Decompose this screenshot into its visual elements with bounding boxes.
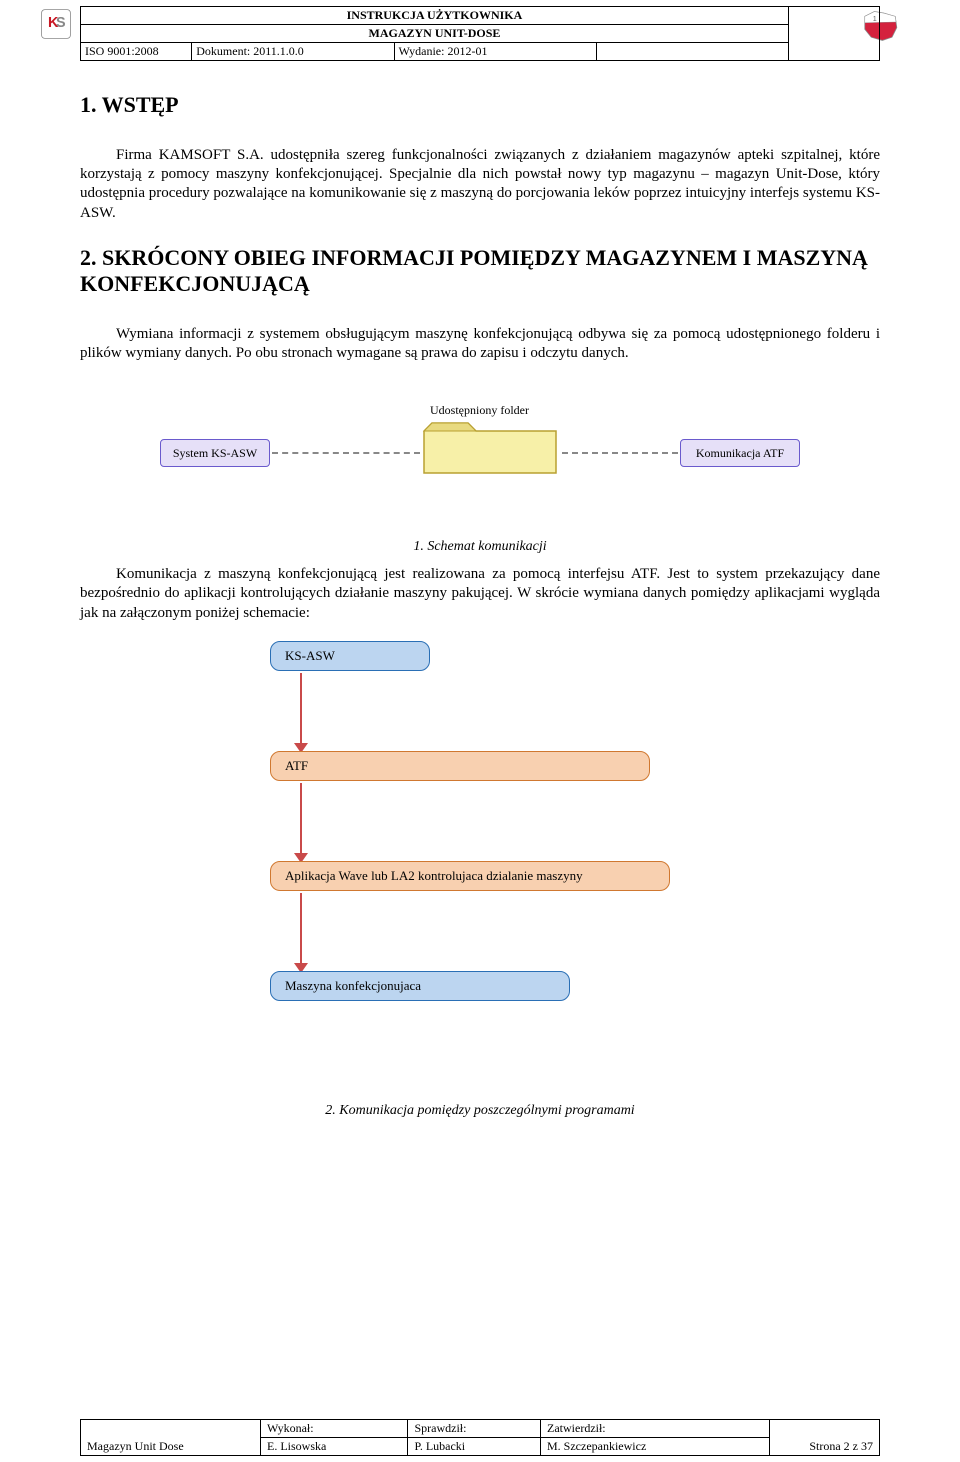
section-1-heading: 1. WSTĘP: [80, 92, 880, 118]
footer-approved-value: M. Szczepankiewicz: [541, 1438, 770, 1456]
footer-doc-name: Magazyn Unit Dose: [81, 1420, 261, 1456]
diagram-2-caption: 2. Komunikacja pomiędzy poszczególnymi p…: [80, 1103, 880, 1119]
diagram-connector-2: [562, 452, 678, 454]
document-footer: Magazyn Unit Dose Wykonał: Sprawdził: Za…: [80, 1419, 880, 1456]
footer-author-label: Wykonał:: [261, 1420, 408, 1438]
header-title-2: MAGAZYN UNIT-DOSE: [81, 25, 789, 43]
header-doc: Dokument: 2011.1.0.0: [192, 43, 394, 61]
diagram-1-caption: 1. Schemat komunikacji: [80, 539, 880, 555]
diagram2-arrow-3: [300, 893, 302, 969]
footer-author-value: E. Lisowska: [261, 1438, 408, 1456]
footer-checked-value: P. Lubacki: [408, 1438, 541, 1456]
program-communication-diagram: KS-ASW ATF Aplikacja Wave lub LA2 kontro…: [240, 641, 720, 1081]
diagram2-node-atf: ATF: [270, 751, 650, 781]
section-1-paragraph: Firma KAMSOFT S.A. udostępniła szereg fu…: [80, 146, 880, 223]
folder-icon: [420, 419, 560, 477]
section-2-paragraph-2: Komunikacja z maszyną konfekcjonującą je…: [80, 565, 880, 623]
diagram2-node-machine: Maszyna konfekcjonujaca: [270, 971, 570, 1001]
section-2-paragraph-1: Wymiana informacji z systemem obsługując…: [80, 325, 880, 363]
header-iso: ISO 9001:2008: [81, 43, 192, 61]
ks-logo-icon: K S: [40, 8, 72, 40]
diagram2-arrow-1: [300, 673, 302, 749]
diagram-node-atf: Komunikacja ATF: [680, 439, 800, 467]
footer-page-number: Strona 2 z 37: [770, 1420, 880, 1456]
svg-text:S: S: [56, 15, 66, 31]
footer-approved-label: Zatwierdził:: [541, 1420, 770, 1438]
diagram-node-folder-label: Udostępniony folder: [430, 403, 529, 418]
diagram-connector-1: [272, 452, 420, 454]
footer-checked-label: Sprawdził:: [408, 1420, 541, 1438]
diagram2-node-ksasw: KS-ASW: [270, 641, 430, 671]
page-content: 1. WSTĘP Firma KAMSOFT S.A. udostępniła …: [80, 70, 880, 1119]
diagram-node-system: System KS-ASW: [160, 439, 270, 467]
communication-schema-diagram: System KS-ASW Udostępniony folder Komuni…: [160, 391, 800, 511]
diagram2-arrow-2: [300, 783, 302, 859]
section-2-heading: 2. SKRÓCONY OBIEG INFORMACJI POMIĘDZY MA…: [80, 245, 880, 297]
diagram2-node-wave: Aplikacja Wave lub LA2 kontrolujaca dzia…: [270, 861, 670, 891]
header-title-1: INSTRUKCJA UŻYTKOWNIKA: [81, 7, 789, 25]
document-header: INSTRUKCJA UŻYTKOWNIKA MAGAZYN UNIT-DOSE…: [80, 6, 880, 61]
header-edition: Wydanie: 2012-01: [394, 43, 596, 61]
